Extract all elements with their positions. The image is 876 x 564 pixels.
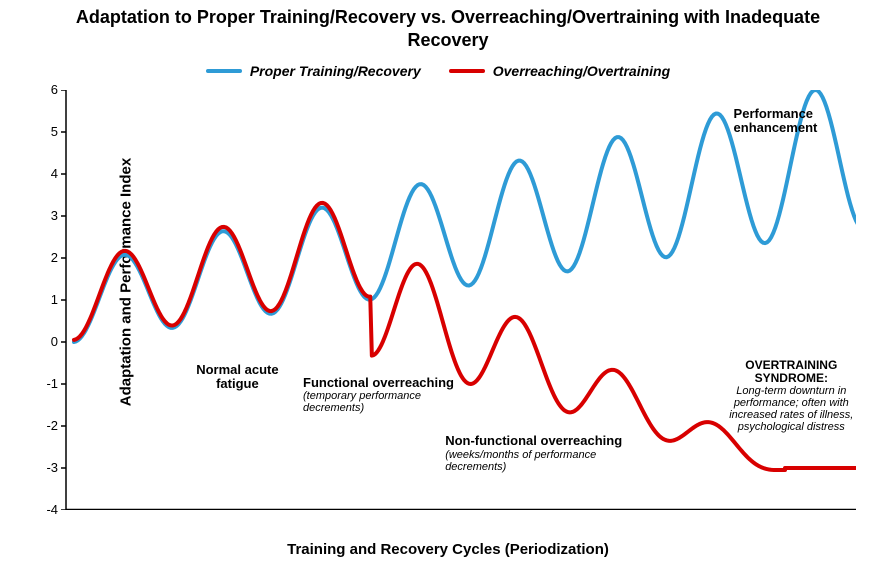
legend-label-proper: Proper Training/Recovery [250, 63, 421, 79]
annotation-heading: Performance enhancement [734, 107, 854, 136]
over-swatch [449, 69, 485, 73]
y-tick-label: 0 [38, 334, 58, 349]
y-tick-label: 4 [38, 166, 58, 181]
y-tick-label: -1 [38, 376, 58, 391]
legend-item-over: Overreaching/Overtraining [449, 63, 670, 79]
annotation-sub: (temporary performance decrements) [303, 390, 473, 414]
annotation-heading: Functional overreaching [303, 376, 473, 390]
chart-title: Adaptation to Proper Training/Recovery v… [60, 6, 836, 51]
annotation-sub: Long-term downturn in performance; often… [714, 385, 869, 433]
y-tick-label: 2 [38, 250, 58, 265]
y-tick-label: 3 [38, 208, 58, 223]
annotation-heading: OVERTRAINING SYNDROME: [714, 359, 869, 385]
y-tick-label: -4 [38, 502, 58, 517]
annotation-nonfunc-over: Non-functional overreaching(weeks/months… [445, 434, 655, 472]
y-tick-label: -2 [38, 418, 58, 433]
proper-swatch [206, 69, 242, 73]
annotation-func-over: Functional overreaching(temporary perfor… [303, 376, 473, 414]
annotation-sub: (weeks/months of performance decrements) [445, 449, 655, 473]
legend-label-over: Overreaching/Overtraining [493, 63, 670, 79]
annotation-perf-enh: Performance enhancement [734, 107, 854, 136]
legend: Proper Training/Recovery Overreaching/Ov… [0, 63, 876, 79]
annotation-heading: Normal acute fatigue [192, 363, 282, 392]
y-tick-label: 6 [38, 82, 58, 97]
annotation-heading: Non-functional overreaching [445, 434, 655, 448]
y-tick-label: 1 [38, 292, 58, 307]
x-axis-label: Training and Recovery Cycles (Periodizat… [60, 541, 836, 558]
y-tick-label: 5 [38, 124, 58, 139]
annotation-ots: OVERTRAINING SYNDROME:Long-term downturn… [714, 359, 869, 434]
y-tick-label: -3 [38, 460, 58, 475]
legend-item-proper: Proper Training/Recovery [206, 63, 421, 79]
annotation-normal-fatigue: Normal acute fatigue [192, 363, 282, 392]
chart-container: Adaptation to Proper Training/Recovery v… [0, 0, 876, 564]
